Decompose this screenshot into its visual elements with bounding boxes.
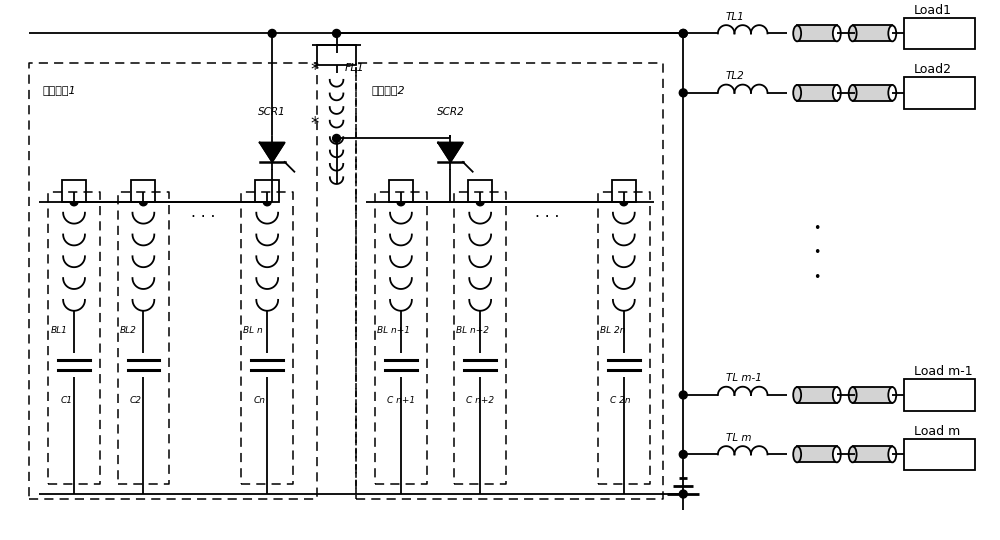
- Circle shape: [268, 30, 276, 37]
- Ellipse shape: [849, 447, 857, 462]
- Circle shape: [263, 198, 271, 206]
- Bar: [131, 180, 155, 202]
- Circle shape: [679, 89, 687, 97]
- Bar: [797, 387, 837, 403]
- Ellipse shape: [888, 25, 896, 42]
- Ellipse shape: [833, 25, 841, 42]
- Text: BL1: BL1: [50, 326, 67, 335]
- Text: 放电支路2: 放电支路2: [371, 85, 405, 95]
- Circle shape: [397, 198, 405, 206]
- Text: C n+1: C n+1: [387, 396, 415, 405]
- Circle shape: [679, 30, 687, 37]
- Circle shape: [333, 30, 341, 37]
- Bar: [468, 180, 492, 202]
- Text: TL1: TL1: [726, 11, 745, 22]
- Text: Load2: Load2: [914, 63, 952, 76]
- Bar: [797, 25, 837, 42]
- Ellipse shape: [849, 387, 857, 403]
- Text: BL n+2: BL n+2: [456, 326, 489, 335]
- Text: BL 2n: BL 2n: [600, 326, 626, 335]
- Text: Load1: Load1: [914, 4, 952, 17]
- Text: Load m: Load m: [914, 424, 960, 437]
- Bar: [904, 77, 975, 109]
- Circle shape: [679, 391, 687, 399]
- Text: C2: C2: [130, 396, 142, 405]
- Ellipse shape: [849, 25, 857, 42]
- Ellipse shape: [888, 447, 896, 462]
- Circle shape: [139, 198, 147, 206]
- Text: SCR1: SCR1: [258, 106, 286, 117]
- Ellipse shape: [833, 447, 841, 462]
- Ellipse shape: [888, 387, 896, 403]
- Text: SCR2: SCR2: [437, 106, 464, 117]
- Ellipse shape: [793, 387, 801, 403]
- Text: TL m-1: TL m-1: [726, 373, 762, 383]
- Text: Load m-1: Load m-1: [914, 365, 973, 378]
- Bar: [853, 85, 892, 101]
- Ellipse shape: [793, 85, 801, 101]
- Text: BL n+1: BL n+1: [377, 326, 410, 335]
- Ellipse shape: [888, 85, 896, 101]
- Circle shape: [333, 134, 341, 143]
- Text: Cn: Cn: [253, 396, 265, 405]
- Bar: [389, 180, 413, 202]
- Circle shape: [679, 450, 687, 458]
- Bar: [62, 180, 86, 202]
- Ellipse shape: [793, 447, 801, 462]
- Bar: [853, 387, 892, 403]
- Text: 放电支路1: 放电支路1: [42, 85, 76, 95]
- Bar: [797, 85, 837, 101]
- Text: TL2: TL2: [726, 71, 745, 81]
- Bar: [797, 447, 837, 462]
- Text: C n+2: C n+2: [466, 396, 494, 405]
- Ellipse shape: [833, 387, 841, 403]
- Text: TL m: TL m: [726, 433, 751, 443]
- Text: *: *: [311, 116, 319, 133]
- Circle shape: [620, 198, 628, 206]
- Circle shape: [679, 30, 687, 37]
- Text: •: •: [813, 246, 821, 259]
- Bar: [612, 180, 636, 202]
- Text: •: •: [813, 271, 821, 284]
- Ellipse shape: [833, 85, 841, 101]
- Bar: [904, 438, 975, 470]
- Ellipse shape: [849, 85, 857, 101]
- Bar: [853, 25, 892, 42]
- Text: •: •: [813, 221, 821, 234]
- Ellipse shape: [793, 25, 801, 42]
- Bar: [255, 180, 279, 202]
- Text: . . .: . . .: [535, 205, 560, 220]
- Circle shape: [679, 490, 687, 498]
- Text: BL2: BL2: [120, 326, 136, 335]
- Polygon shape: [438, 143, 463, 162]
- Text: C 2n: C 2n: [610, 396, 631, 405]
- Text: . . .: . . .: [191, 205, 215, 220]
- Circle shape: [476, 198, 484, 206]
- Bar: [853, 447, 892, 462]
- Text: *: *: [311, 61, 319, 79]
- Polygon shape: [260, 143, 285, 162]
- Bar: [317, 45, 356, 65]
- Bar: [904, 379, 975, 411]
- Text: FL1: FL1: [344, 63, 364, 73]
- Text: C1: C1: [60, 396, 72, 405]
- Text: BL n: BL n: [243, 326, 263, 335]
- Circle shape: [70, 198, 78, 206]
- Bar: [904, 18, 975, 49]
